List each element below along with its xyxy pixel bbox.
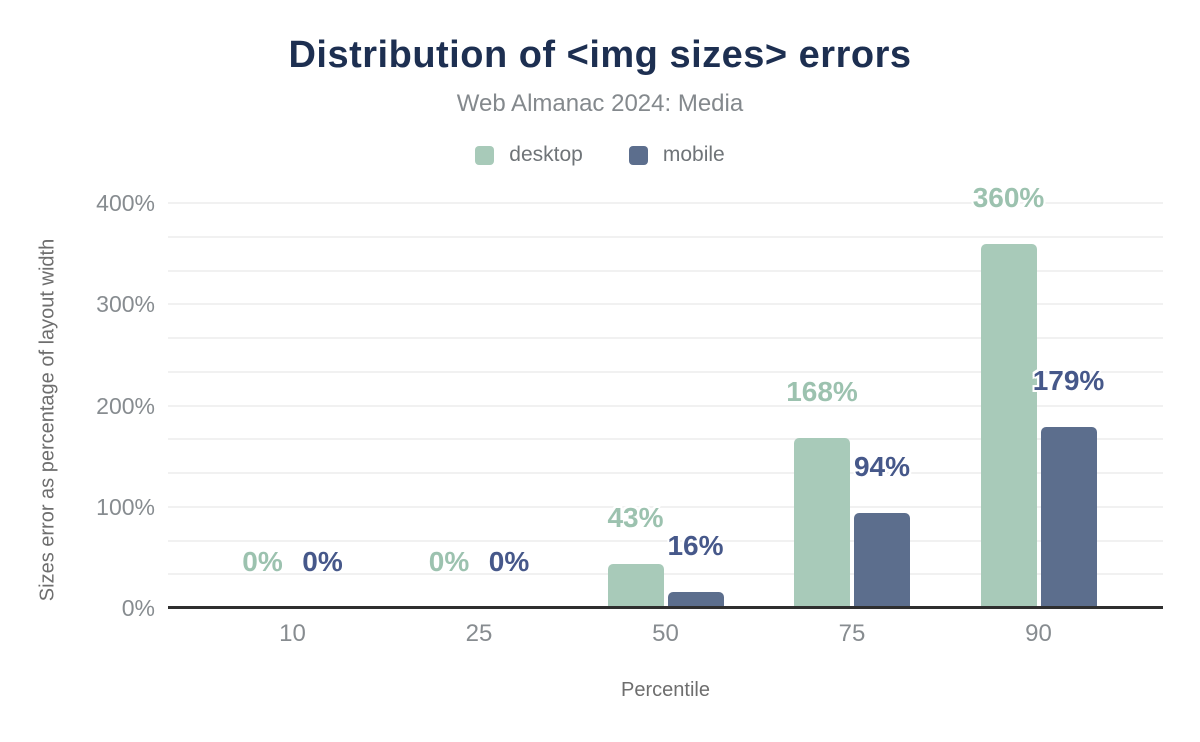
y-tick-label: 200% xyxy=(96,392,155,419)
gridline xyxy=(168,235,1163,238)
gridline xyxy=(168,370,1163,373)
gridline xyxy=(168,269,1163,272)
gridline xyxy=(168,202,1163,204)
y-tick-label: 300% xyxy=(96,291,155,318)
legend-item-mobile: mobile xyxy=(628,143,725,167)
mobile-swatch-icon xyxy=(628,145,648,165)
y-tick-label: 0% xyxy=(121,595,155,621)
gridline xyxy=(168,539,1163,542)
gridline xyxy=(168,337,1163,339)
y-tick-label: 400% xyxy=(96,190,155,216)
desktop-bar-label: 43% xyxy=(607,502,664,534)
gridline xyxy=(168,303,1163,306)
desktop-bar xyxy=(607,564,664,608)
legend-label: desktop xyxy=(509,143,583,166)
gridline xyxy=(168,505,1163,508)
mobile-bar xyxy=(667,591,724,608)
desktop-bar-label: 0% xyxy=(428,546,470,577)
desktop-bar-label: 168% xyxy=(786,375,858,407)
x-tick-label: 10 xyxy=(279,620,306,647)
mobile-bar-label: 94% xyxy=(853,450,911,482)
desktop-bar-label: 360% xyxy=(972,181,1045,213)
x-tick-label: 90 xyxy=(1025,620,1052,647)
gridline xyxy=(168,472,1163,474)
desktop-bar xyxy=(980,243,1037,608)
x-tick-label: 75 xyxy=(838,620,866,647)
mobile-bar-label: 16% xyxy=(667,529,724,561)
legend: desktop mobile xyxy=(0,143,1200,167)
desktop-swatch-icon xyxy=(475,145,495,165)
legend-item-desktop: desktop xyxy=(475,143,583,167)
gridline xyxy=(168,438,1163,441)
gridline xyxy=(168,573,1163,576)
mobile-bar-label: 179% xyxy=(1032,364,1105,396)
mobile-bar-label: 0% xyxy=(488,546,530,577)
chart-title: Distribution of <img sizes> errors xyxy=(288,34,912,76)
mobile-bar-label: 0% xyxy=(302,546,343,577)
x-axis-title: Percentile xyxy=(621,679,710,701)
x-tick-label: 25 xyxy=(465,620,493,647)
chart-subtitle: Web Almanac 2024: Media xyxy=(456,90,744,117)
x-tick-label: 50 xyxy=(652,620,679,647)
desktop-bar xyxy=(794,437,850,608)
mobile-bar xyxy=(1040,426,1097,608)
plot-area: 0% 0% 43% 168% 360% 0% 0% 16% 94% 179% xyxy=(168,183,1163,608)
y-tick-label: 100% xyxy=(96,493,155,520)
mobile-bar xyxy=(854,512,910,608)
legend-label: mobile xyxy=(662,143,725,166)
desktop-bar-label: 0% xyxy=(242,546,283,577)
gridline xyxy=(168,404,1163,407)
x-axis-line xyxy=(168,606,1163,609)
